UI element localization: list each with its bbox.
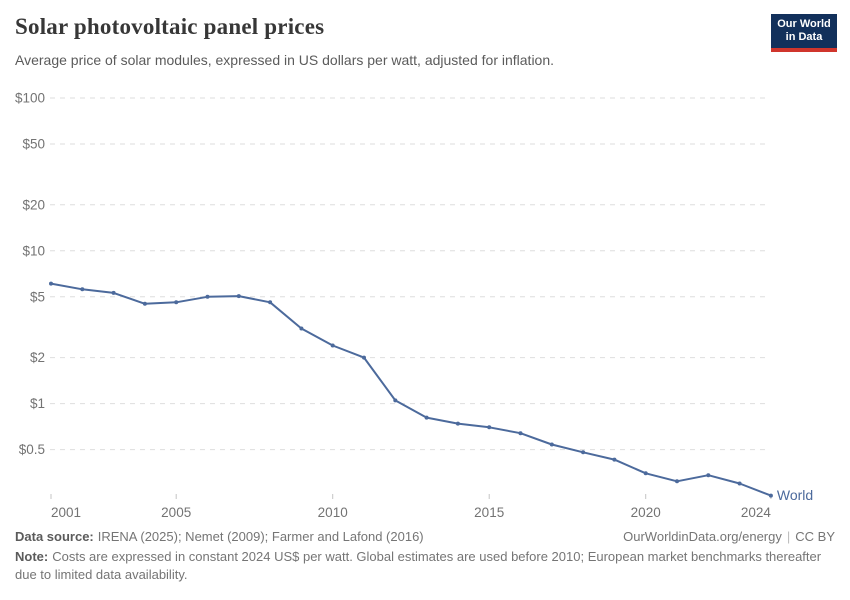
- y-tick-label: $0.5: [19, 442, 45, 457]
- chart-note-text: Costs are expressed in constant 2024 US$…: [15, 549, 822, 582]
- x-tick-label: 2024: [741, 505, 772, 520]
- chart-footer: Data source: IRENA (2025); Nemet (2009); …: [15, 529, 835, 583]
- owid-logo-line2: in Data: [785, 31, 823, 43]
- data-point[interactable]: [768, 493, 773, 498]
- y-tick-label: $100: [15, 91, 45, 106]
- owid-logo[interactable]: Our World in Data: [771, 14, 837, 52]
- data-point[interactable]: [706, 473, 711, 478]
- x-tick-label: 2015: [474, 505, 504, 520]
- x-tick-label: 2001: [51, 505, 81, 520]
- chart-subtitle: Average price of solar modules, expresse…: [15, 52, 555, 68]
- data-point[interactable]: [362, 355, 366, 360]
- y-tick-label: $1: [30, 396, 45, 411]
- license-label[interactable]: CC BY: [795, 529, 835, 544]
- x-axis: 2001 2005 2010 2015 2020 2024: [50, 494, 772, 520]
- data-point[interactable]: [174, 300, 179, 305]
- data-point[interactable]: [205, 294, 210, 299]
- data-point[interactable]: [612, 457, 617, 462]
- x-tick-label: 2005: [161, 505, 191, 520]
- x-tick-label: 2010: [318, 505, 348, 520]
- data-source-line: Data source: IRENA (2025); Nemet (2009); …: [15, 529, 424, 544]
- data-point[interactable]: [643, 471, 648, 476]
- owid-url-link[interactable]: OurWorldinData.org/energy: [623, 529, 782, 544]
- data-point[interactable]: [549, 442, 554, 447]
- y-gridlines: $100 $50 $20 $10 $5 $2 $1 $0.5: [15, 91, 768, 457]
- data-series-world[interactable]: [49, 281, 773, 498]
- attribution-line: OurWorldinData.org/energy | CC BY: [623, 529, 835, 544]
- data-point[interactable]: [675, 479, 679, 484]
- y-tick-label: $10: [22, 243, 45, 258]
- data-point[interactable]: [424, 415, 429, 420]
- page-title: Solar photovoltaic panel prices: [15, 14, 325, 39]
- data-source-text: IRENA (2025); Nemet (2009); Farmer and L…: [97, 529, 424, 544]
- y-tick-label: $5: [30, 289, 45, 304]
- data-point[interactable]: [330, 343, 335, 348]
- y-tick-label: $50: [22, 136, 45, 151]
- data-point[interactable]: [393, 398, 398, 403]
- y-tick-label: $20: [22, 197, 45, 212]
- data-point[interactable]: [299, 326, 304, 331]
- data-point[interactable]: [268, 300, 273, 305]
- chart-note-label: Note:: [15, 549, 49, 564]
- data-source-label: Data source:: [15, 529, 94, 544]
- data-point[interactable]: [111, 290, 116, 295]
- data-point[interactable]: [737, 481, 742, 486]
- entity-label-world[interactable]: World: [777, 487, 813, 503]
- data-point[interactable]: [518, 431, 523, 436]
- chart-note: Note: Costs are expressed in constant 202…: [15, 548, 835, 583]
- data-point[interactable]: [49, 281, 53, 286]
- x-tick-label: 2020: [631, 505, 661, 520]
- data-point[interactable]: [142, 301, 147, 306]
- data-point[interactable]: [581, 450, 586, 455]
- data-point[interactable]: [487, 425, 492, 430]
- y-tick-label: $2: [30, 350, 45, 365]
- data-point[interactable]: [236, 294, 241, 299]
- owid-logo-line1: Our World: [777, 18, 831, 30]
- data-point[interactable]: [455, 421, 460, 426]
- data-point[interactable]: [80, 287, 85, 292]
- attribution-separator: |: [786, 529, 791, 544]
- data-line[interactable]: [50, 282, 772, 497]
